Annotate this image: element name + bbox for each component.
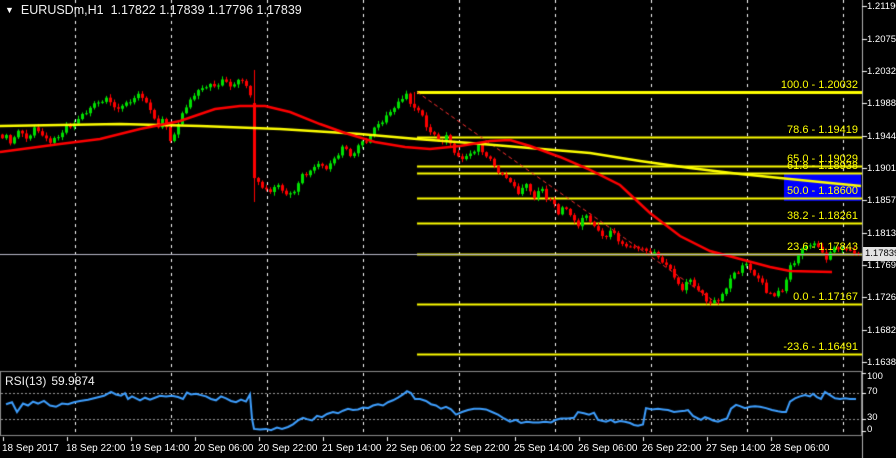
chart-dropdown-icon[interactable]: ▼: [5, 4, 14, 15]
rsi-name-text: RSI(13): [5, 374, 47, 388]
current-price-tag: 1.17839: [863, 247, 896, 261]
rsi-indicator-label: RSI(13) 59.9874: [5, 374, 95, 388]
chart-title-bar: ▼ EURUSDm,H1 1.17822 1.17839 1.17796 1.1…: [5, 3, 302, 17]
chart-symbol-period: EURUSDm,H1: [20, 3, 104, 17]
chart-ohlc-readout: 1.17822 1.17839 1.17796 1.17839: [110, 3, 302, 17]
rsi-value-text: 59.9874: [51, 374, 95, 388]
